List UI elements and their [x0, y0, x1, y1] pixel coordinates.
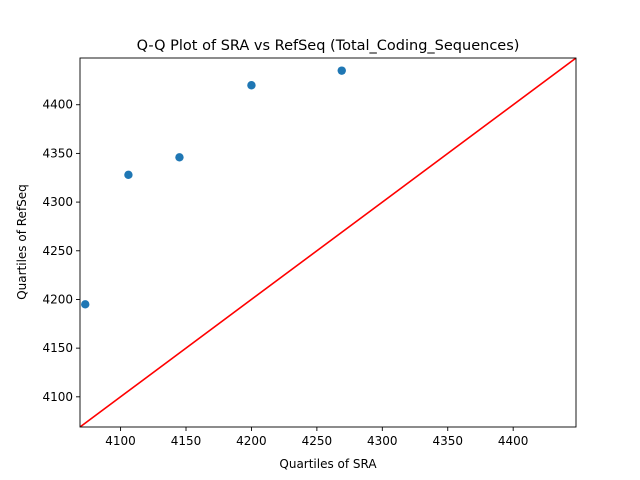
y-tick-label: 4300 — [42, 195, 73, 209]
y-axis-label: Quartiles of RefSeq — [15, 184, 29, 300]
x-axis: 4100 4150 4200 4250 4300 4350 4400 — [105, 427, 528, 448]
y-tick-label: 4150 — [42, 341, 73, 355]
y-axis: 4100 4150 4200 4250 4300 4350 4400 — [42, 98, 80, 404]
scatter-point-3 — [175, 153, 184, 162]
x-tick-label: 4100 — [105, 434, 136, 448]
scatter-point-4 — [247, 81, 256, 90]
y-tick-label: 4350 — [42, 146, 73, 160]
x-tick-label: 4200 — [236, 434, 267, 448]
y-tick-label: 4250 — [42, 244, 73, 258]
plot-frame — [79, 57, 577, 428]
scatter-point-1 — [81, 300, 90, 309]
chart-title: Q-Q Plot of SRA vs RefSeq (Total_Coding_… — [137, 38, 520, 54]
reference-line — [80, 58, 576, 427]
x-tick-label: 4300 — [367, 434, 398, 448]
x-tick-label: 4150 — [171, 434, 202, 448]
y-tick-label: 4400 — [42, 98, 73, 112]
scatter-point-2 — [124, 170, 133, 180]
x-tick-label: 4250 — [302, 434, 333, 448]
x-axis-label: Quartiles of SRA — [279, 457, 377, 471]
x-tick-label: 4350 — [432, 434, 463, 448]
x-tick-label: 4400 — [498, 434, 529, 448]
plot-area — [79, 57, 577, 428]
scatter-point-5 — [337, 66, 346, 75]
y-tick-label: 4100 — [42, 390, 73, 404]
y-tick-label: 4200 — [42, 292, 73, 306]
